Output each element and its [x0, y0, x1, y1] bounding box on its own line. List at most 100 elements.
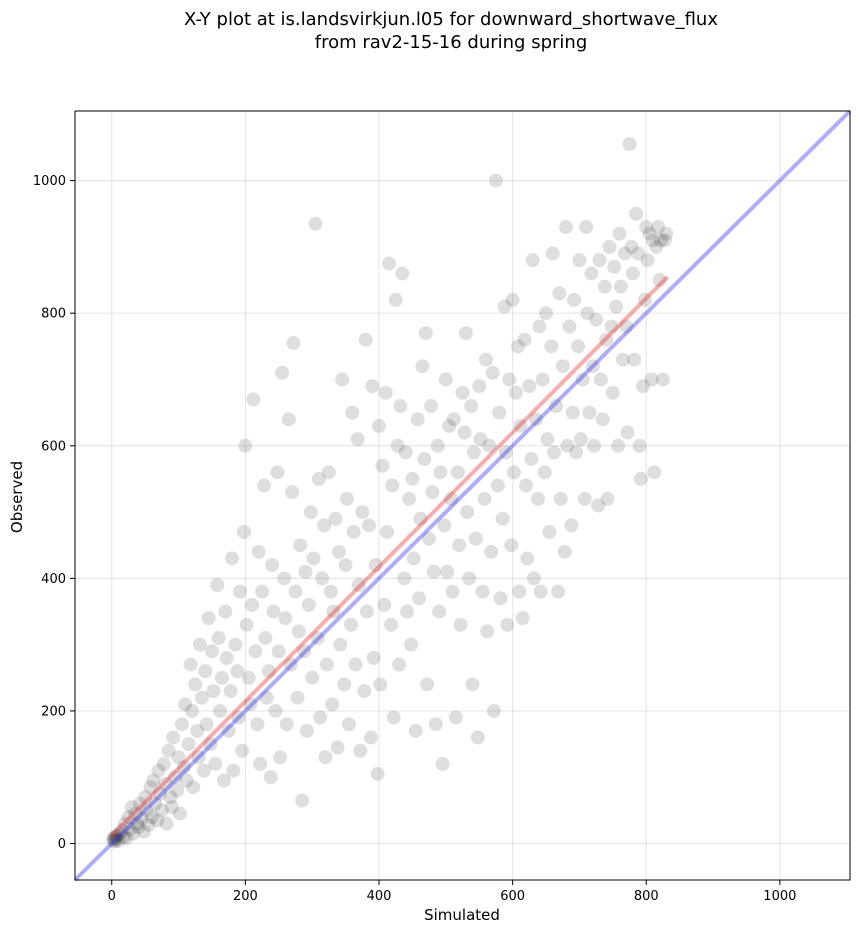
- data-point: [604, 319, 619, 334]
- data-point: [406, 551, 421, 566]
- data-point: [363, 730, 378, 745]
- data-point: [123, 821, 138, 836]
- data-point: [118, 816, 133, 831]
- data-point: [506, 465, 521, 480]
- data-point: [572, 253, 587, 268]
- data-point: [321, 465, 336, 480]
- data-point: [402, 491, 417, 506]
- data-point: [437, 518, 452, 533]
- data-point: [188, 677, 203, 692]
- data-point: [617, 246, 632, 261]
- data-point: [573, 432, 588, 447]
- data-point: [547, 445, 562, 460]
- data-point: [341, 717, 356, 732]
- data-point: [592, 253, 607, 268]
- data-point: [579, 220, 594, 235]
- data-point: [277, 571, 292, 586]
- data-point: [348, 657, 363, 672]
- data-point: [532, 319, 547, 334]
- x-tick-label: 200: [233, 889, 258, 904]
- data-point: [124, 800, 139, 815]
- data-point: [239, 617, 254, 632]
- data-point: [154, 803, 169, 818]
- data-point: [206, 684, 221, 699]
- data-point: [245, 597, 260, 612]
- data-point: [178, 697, 193, 712]
- data-point: [214, 670, 229, 685]
- data-point: [235, 743, 250, 758]
- data-point: [323, 584, 338, 599]
- data-point: [201, 611, 216, 626]
- data-point: [390, 438, 405, 453]
- data-point: [353, 743, 368, 758]
- x-axis-label: Simulated: [424, 906, 500, 924]
- data-point: [508, 385, 523, 400]
- data-point: [577, 491, 592, 506]
- data-point: [310, 631, 325, 646]
- data-point: [273, 750, 288, 765]
- data-point: [413, 511, 428, 526]
- data-point: [361, 518, 376, 533]
- data-point: [190, 723, 205, 738]
- data-point: [184, 703, 199, 718]
- data-point: [612, 226, 627, 241]
- data-point: [151, 763, 166, 778]
- data-point: [223, 684, 238, 699]
- data-point: [299, 723, 314, 738]
- data-point: [524, 452, 539, 467]
- data-point: [559, 220, 574, 235]
- data-point: [219, 650, 234, 665]
- data-point: [134, 811, 149, 826]
- data-point: [144, 810, 159, 825]
- data-point: [308, 216, 323, 231]
- data-point: [549, 399, 564, 414]
- data-point: [246, 392, 261, 407]
- data-point: [426, 564, 441, 579]
- data-point: [605, 385, 620, 400]
- data-point: [528, 412, 543, 427]
- data-point: [315, 571, 330, 586]
- data-point: [111, 833, 126, 848]
- data-point: [318, 750, 333, 765]
- data-point: [525, 253, 540, 268]
- data-point: [631, 246, 646, 261]
- data-point: [405, 471, 420, 486]
- data-point: [183, 657, 198, 672]
- data-point: [253, 756, 268, 771]
- y-tick-label: 200: [41, 704, 66, 719]
- data-point: [136, 824, 151, 839]
- data-point: [108, 832, 123, 847]
- data-point: [640, 253, 655, 268]
- data-point: [335, 372, 350, 387]
- data-point: [303, 505, 318, 520]
- data-point: [515, 611, 530, 626]
- data-point: [350, 432, 365, 447]
- data-point: [584, 266, 599, 281]
- data-point: [575, 372, 590, 387]
- data-point: [492, 405, 507, 420]
- data-point: [585, 359, 600, 374]
- data-point: [238, 438, 253, 453]
- data-point: [311, 471, 326, 486]
- data-point: [375, 458, 390, 473]
- data-point: [412, 591, 427, 606]
- data-point: [285, 485, 300, 500]
- data-point: [587, 438, 602, 453]
- data-point: [464, 399, 479, 414]
- data-point: [649, 239, 664, 254]
- data-point: [351, 577, 366, 592]
- data-point: [305, 670, 320, 685]
- data-point: [460, 505, 475, 520]
- data-point: [257, 478, 272, 493]
- data-point: [313, 710, 328, 725]
- data-point: [620, 425, 635, 440]
- data-point: [208, 756, 223, 771]
- data-point: [497, 299, 512, 314]
- data-point: [569, 445, 584, 460]
- data-point: [143, 780, 158, 795]
- x-axis-ticks: 0 200 400 600 800 1000: [108, 880, 796, 904]
- data-point: [470, 730, 485, 745]
- data-point: [444, 491, 459, 506]
- data-point: [564, 518, 579, 533]
